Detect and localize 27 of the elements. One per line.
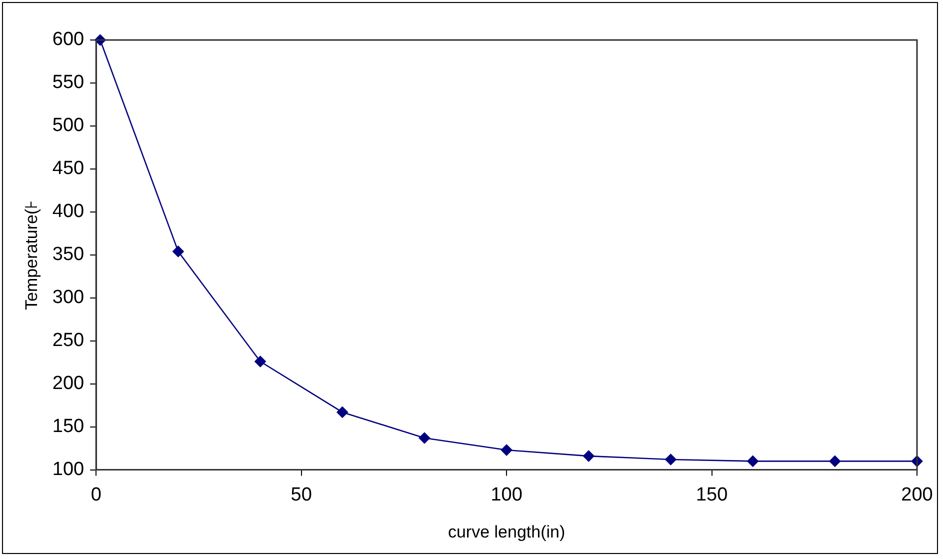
point (418, 432, 430, 444)
point (254, 356, 266, 368)
y-tick-label: 100 (52, 459, 84, 480)
x-axis-title: curve length(in) (448, 522, 566, 542)
x-tick-label: 200 (901, 484, 933, 506)
y-tick-label: 150 (52, 416, 84, 438)
y-tick-label: 400 (52, 201, 84, 222)
y-tick-label: 350 (52, 244, 84, 266)
y-tick-label: 500 (52, 115, 84, 136)
y-tick-label: 600 (52, 29, 84, 50)
point (582, 450, 594, 462)
point (829, 456, 841, 467)
point (172, 246, 184, 258)
point (747, 456, 758, 467)
y-tick-label: 250 (52, 330, 84, 352)
y-axis-title: Temperature(⊦ (22, 200, 41, 310)
y-tick-label: 300 (52, 287, 84, 308)
point (336, 406, 348, 418)
point (665, 454, 676, 466)
y-tick-label: 550 (52, 72, 84, 94)
x-tick-label: 150 (696, 484, 728, 506)
x-tick-label: 100 (490, 484, 522, 506)
y-tick-label: 200 (52, 373, 84, 394)
point (500, 444, 512, 456)
x-tick-label: 0 (90, 484, 102, 506)
x-tick-label: 50 (290, 484, 312, 506)
y-tick-label: 450 (52, 158, 84, 180)
